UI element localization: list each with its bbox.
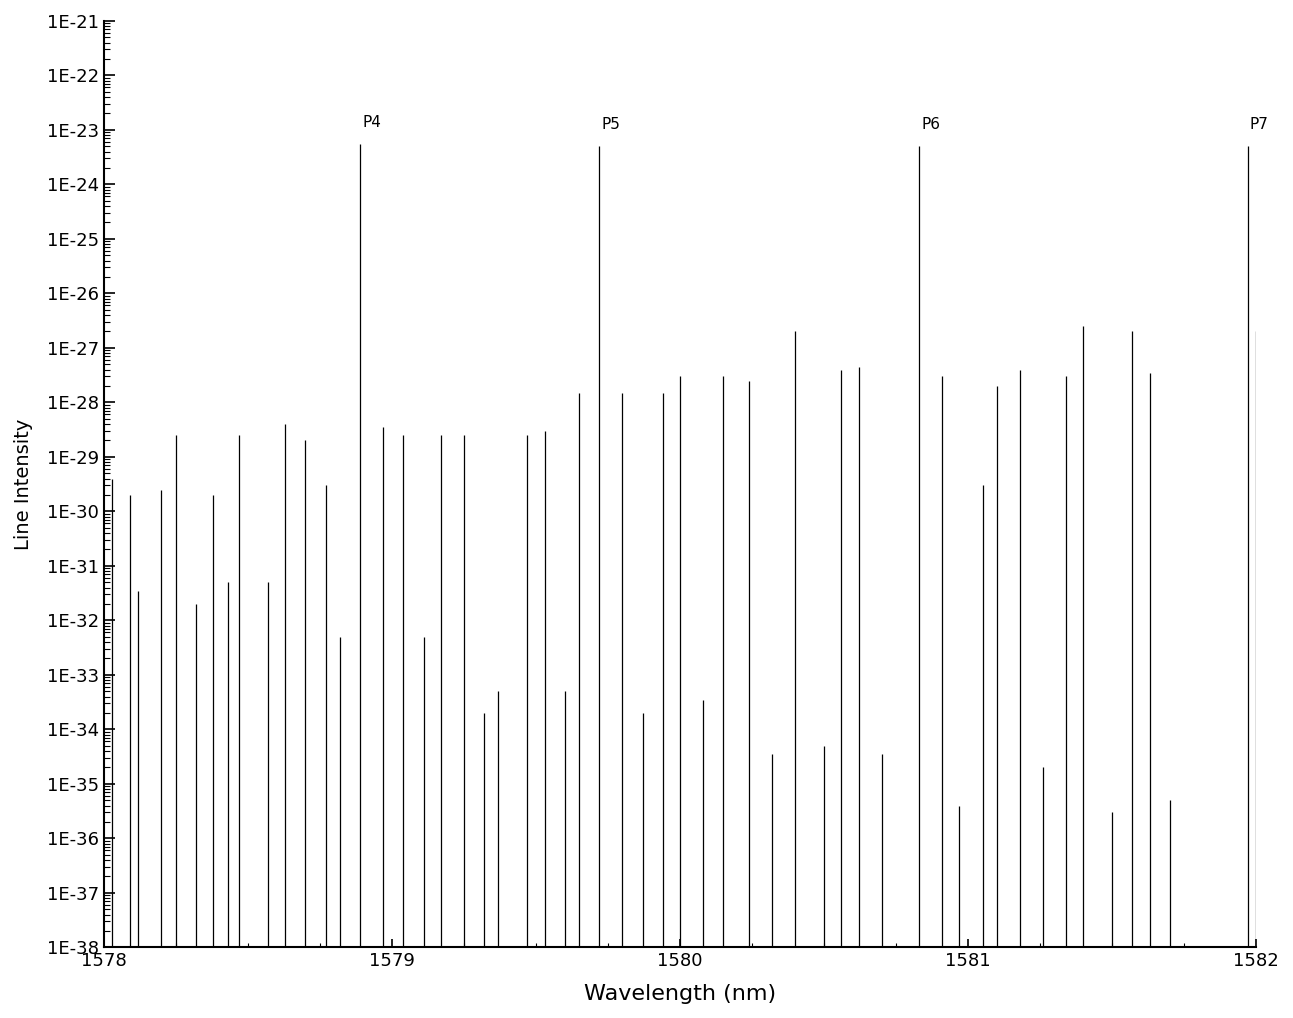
X-axis label: Wavelength (nm): Wavelength (nm) <box>584 984 776 1004</box>
Text: P6: P6 <box>922 117 940 132</box>
Text: P7: P7 <box>1250 117 1268 132</box>
Text: P5: P5 <box>601 117 621 132</box>
Text: P4: P4 <box>362 115 381 130</box>
Y-axis label: Line Intensity: Line Intensity <box>14 418 32 550</box>
